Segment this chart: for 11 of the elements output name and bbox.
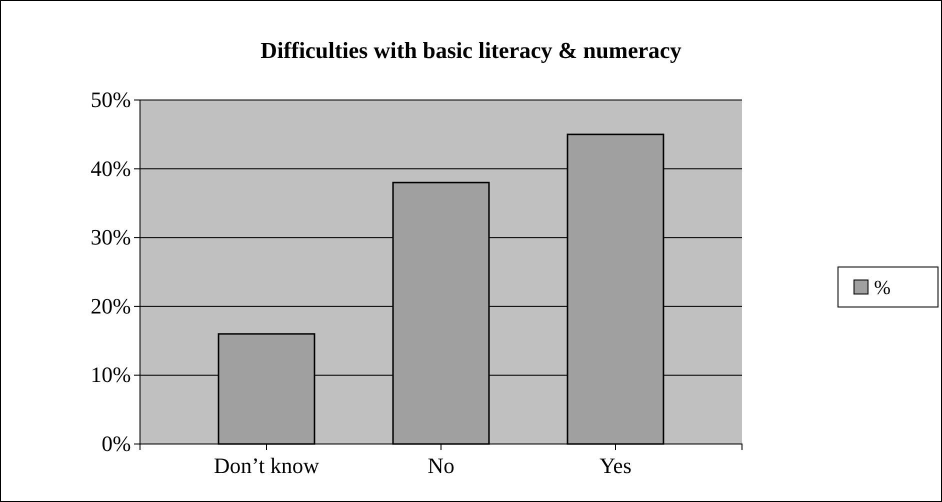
y-tick-label: 10% (90, 362, 131, 388)
y-tick-label: 0% (102, 431, 131, 456)
y-tick-label: 30% (90, 224, 131, 250)
y-tick-label: 40% (90, 156, 131, 181)
x-tick-label: No (428, 452, 454, 478)
legend-label: % (874, 277, 891, 299)
y-tick-label: 20% (90, 293, 131, 318)
x-tick-label: Yes (599, 452, 632, 478)
chart-title: Difficulties with basic literacy & numeracy (260, 38, 682, 63)
y-tick-label: 50% (90, 87, 131, 112)
x-tick-label: Don’t know (214, 452, 320, 478)
